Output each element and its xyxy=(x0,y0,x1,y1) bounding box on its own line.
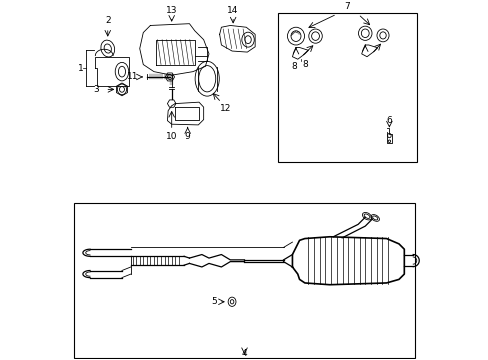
Text: 2: 2 xyxy=(105,17,110,26)
Polygon shape xyxy=(167,100,176,107)
Text: 12: 12 xyxy=(219,104,230,113)
Text: 8: 8 xyxy=(302,60,307,69)
Text: 14: 14 xyxy=(227,6,238,15)
Bar xyxy=(278,13,416,162)
Text: 13: 13 xyxy=(165,6,177,15)
Ellipse shape xyxy=(228,297,236,306)
Text: 4: 4 xyxy=(241,348,247,357)
Ellipse shape xyxy=(117,84,126,95)
Ellipse shape xyxy=(115,62,128,81)
Text: 10: 10 xyxy=(165,132,177,141)
Text: 3: 3 xyxy=(93,85,99,94)
Text: 7: 7 xyxy=(344,2,350,11)
Polygon shape xyxy=(165,73,174,81)
Text: 1: 1 xyxy=(78,64,84,73)
Text: 9: 9 xyxy=(184,132,190,141)
Text: 5: 5 xyxy=(211,297,217,306)
Text: 6: 6 xyxy=(386,116,391,125)
Ellipse shape xyxy=(195,61,219,96)
Text: 8: 8 xyxy=(291,62,297,71)
Bar xyxy=(74,203,414,357)
Text: 11: 11 xyxy=(126,72,138,81)
